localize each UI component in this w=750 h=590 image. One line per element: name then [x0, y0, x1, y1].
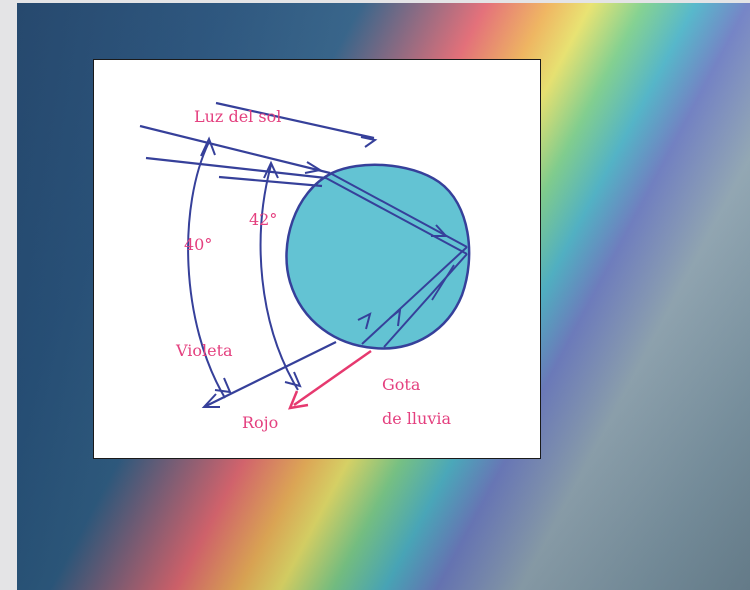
- internal-ray-3-arrow: [357, 312, 372, 330]
- sunlight-ray-3: [218, 175, 323, 188]
- label-red: Rojo: [242, 413, 279, 432]
- violet-ray-arrow: [201, 393, 220, 408]
- angle-arc-40-arrow: [200, 136, 216, 157]
- sunlight-ray-1-arrow: [304, 161, 323, 174]
- angle-arc-42-arrow-bottom: [284, 371, 302, 388]
- internal-ray-1-arrow: [431, 224, 449, 237]
- internal-ray-5: [431, 264, 455, 301]
- red-ray-arrow: [287, 390, 309, 410]
- rainbow-diagram: Luz del sol 40° 42° Violeta Rojo Gota de…: [93, 59, 541, 459]
- sunlight-ray-2: [145, 156, 327, 180]
- internal-ray-2: [325, 177, 468, 255]
- angle-arc-40-arrow-bottom: [214, 377, 232, 394]
- angle-arc-42-arrow: [263, 160, 279, 179]
- internal-ray-4: [383, 253, 468, 348]
- angle-arc-42: [259, 164, 299, 391]
- red-ray: [293, 349, 372, 407]
- label-angle-42: 42°: [249, 210, 278, 229]
- label-sunlight: Luz del sol: [194, 107, 282, 126]
- label-drop-line2: de lluvia: [382, 409, 452, 428]
- violet-ray: [205, 341, 337, 407]
- sunlight-ray-1: [139, 124, 331, 175]
- label-angle-40: 40°: [184, 235, 213, 254]
- label-violet: Violeta: [176, 341, 233, 360]
- slide-background: Luz del sol 40° 42° Violeta Rojo Gota de…: [17, 3, 750, 590]
- internal-ray-4-arrow: [389, 307, 402, 327]
- raindrop: [285, 163, 471, 350]
- internal-ray-3: [361, 246, 468, 345]
- label-drop-line1: Gota: [382, 375, 421, 394]
- diagram-drawing: [139, 101, 471, 410]
- angle-arc-40: [187, 141, 226, 399]
- sunlight-ray-top-arrow: [360, 136, 378, 148]
- sunlight-ray-top: [215, 101, 375, 140]
